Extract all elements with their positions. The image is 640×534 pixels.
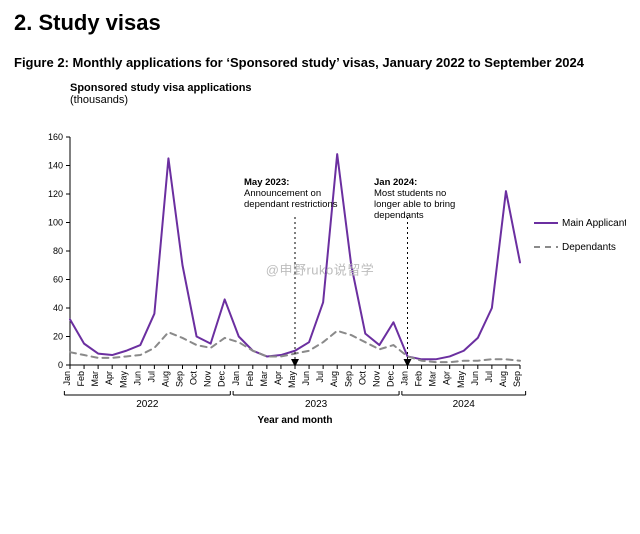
- svg-text:100: 100: [48, 217, 63, 227]
- chart-container: 0 20 40 60 80 100 120 140 160 Jan Feb Mar Apr May Jun J…: [14, 107, 626, 432]
- svg-text:60: 60: [53, 274, 63, 284]
- svg-text:Mar: Mar: [259, 371, 269, 387]
- svg-text:Sep: Sep: [343, 371, 353, 387]
- svg-text:Feb: Feb: [245, 371, 255, 387]
- svg-text:Apr: Apr: [104, 371, 114, 385]
- svg-text:2022: 2022: [136, 399, 159, 410]
- svg-text:Dec: Dec: [217, 370, 227, 387]
- svg-text:Jun: Jun: [470, 371, 480, 386]
- svg-text:80: 80: [53, 246, 63, 256]
- svg-text:Mar: Mar: [90, 371, 100, 387]
- svg-text:Jun: Jun: [132, 371, 142, 386]
- svg-text:Sep: Sep: [175, 371, 185, 387]
- svg-text:May 2023: Announcement ondepen: May 2023: Announcement ondependant restr…: [244, 177, 338, 210]
- svg-text:Feb: Feb: [414, 371, 424, 387]
- svg-text:Aug: Aug: [329, 371, 339, 387]
- svg-text:Jul: Jul: [315, 371, 325, 383]
- svg-text:Feb: Feb: [76, 371, 86, 387]
- svg-text:0: 0: [58, 360, 63, 370]
- svg-text:Jun: Jun: [301, 371, 311, 386]
- svg-text:Apr: Apr: [442, 371, 452, 385]
- svg-text:Year and month: Year and month: [257, 415, 332, 426]
- svg-text:Dependants: Dependants: [562, 242, 616, 253]
- chart-subtitle-bold: Sponsored study visa applications: [70, 82, 626, 95]
- svg-text:Aug: Aug: [160, 371, 170, 387]
- svg-text:Jul: Jul: [484, 371, 494, 383]
- chart-subtitle-unit: (thousands): [70, 94, 626, 107]
- svg-text:Jul: Jul: [146, 371, 156, 383]
- svg-text:20: 20: [53, 331, 63, 341]
- svg-text:140: 140: [48, 160, 63, 170]
- svg-text:May: May: [118, 370, 128, 388]
- svg-text:2023: 2023: [305, 399, 328, 410]
- section-heading: 2. Study visas: [14, 10, 626, 36]
- svg-text:Aug: Aug: [498, 371, 508, 387]
- svg-text:May: May: [456, 370, 466, 388]
- svg-text:Nov: Nov: [371, 370, 381, 387]
- svg-text:Main Applicants: Main Applicants: [562, 218, 626, 229]
- svg-text:Nov: Nov: [203, 370, 213, 387]
- svg-text:May: May: [287, 370, 297, 388]
- svg-text:Apr: Apr: [273, 371, 283, 385]
- svg-text:Jan: Jan: [231, 371, 241, 386]
- svg-text:Jan 2024: Most students nolong: Jan 2024: Most students nolonger able to…: [374, 177, 455, 221]
- svg-text:Jan: Jan: [62, 371, 72, 386]
- svg-text:Dec: Dec: [385, 370, 395, 387]
- svg-text:Oct: Oct: [357, 370, 367, 385]
- svg-text:Mar: Mar: [428, 371, 438, 387]
- svg-text:Jan: Jan: [400, 371, 410, 386]
- svg-text:2024: 2024: [453, 399, 476, 410]
- svg-text:160: 160: [48, 132, 63, 142]
- svg-text:Oct: Oct: [189, 370, 199, 385]
- svg-text:120: 120: [48, 189, 63, 199]
- line-chart: 0 20 40 60 80 100 120 140 160 Jan Feb Mar Apr May Jun J…: [14, 107, 626, 427]
- chart-subtitle: Sponsored study visa applications (thous…: [70, 82, 626, 107]
- svg-text:Sep: Sep: [512, 371, 522, 387]
- svg-text:40: 40: [53, 303, 63, 313]
- page: 2. Study visas Figure 2: Monthly applica…: [0, 0, 640, 442]
- figure-caption: Figure 2: Monthly applications for ‘Spon…: [14, 54, 626, 72]
